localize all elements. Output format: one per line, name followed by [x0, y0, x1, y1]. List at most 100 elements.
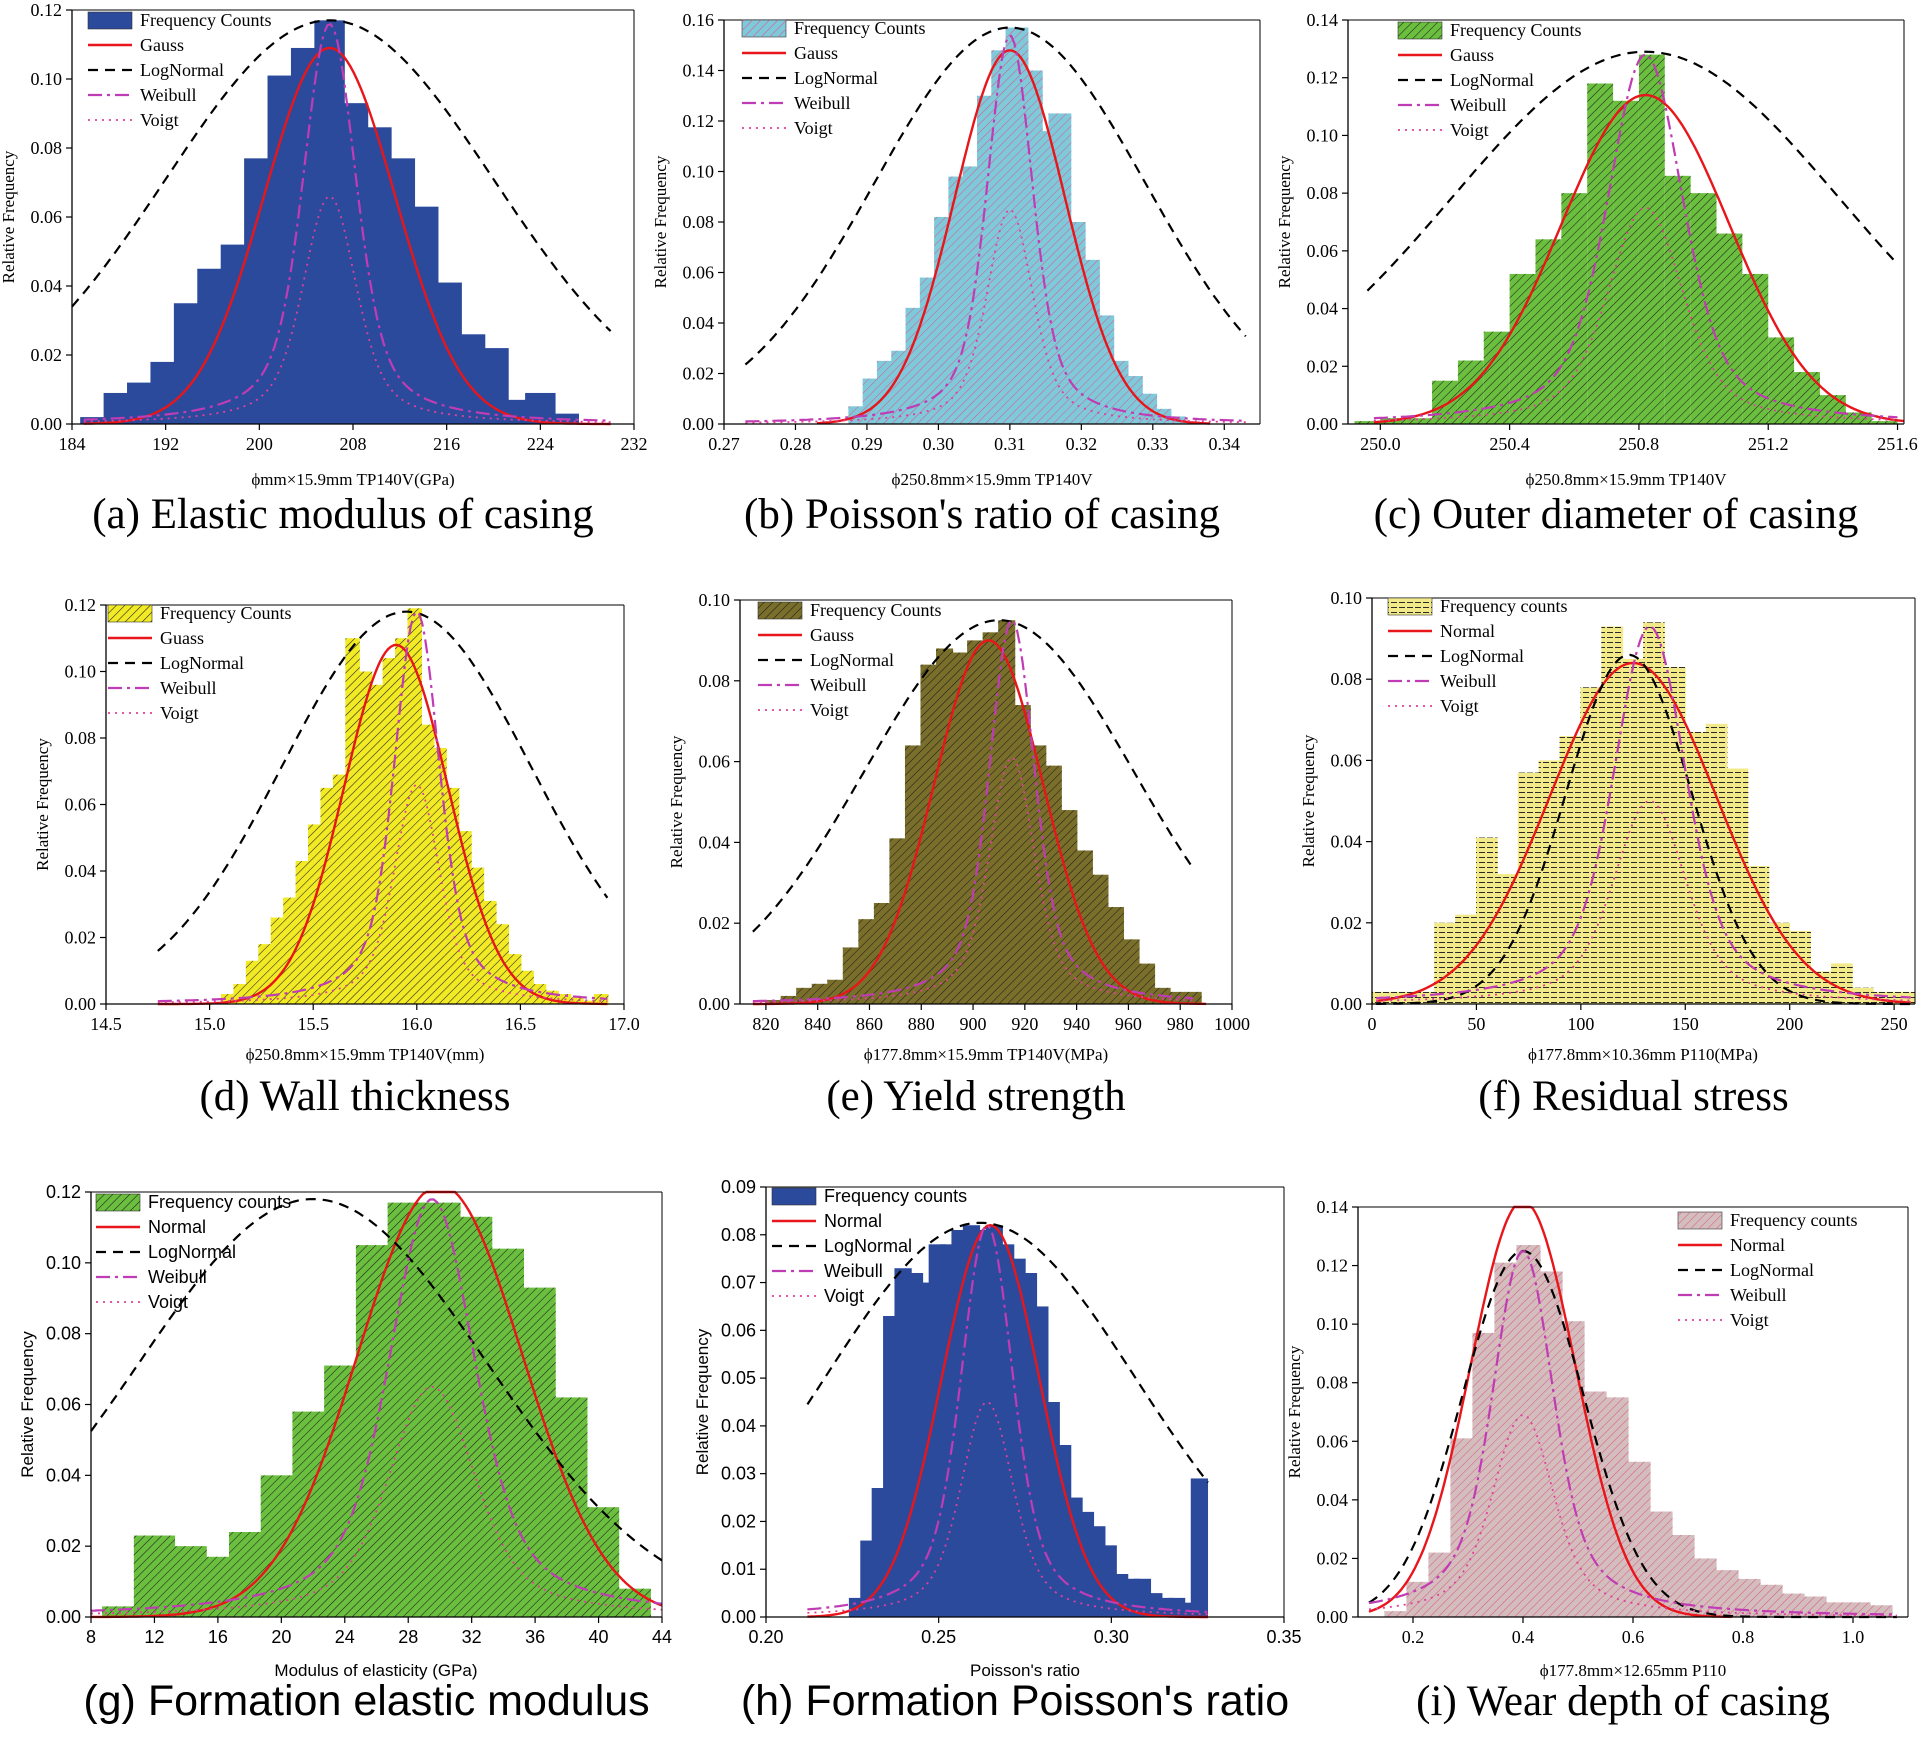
- histogram-bar-hatch: [1613, 100, 1639, 425]
- y-tick-label: 0.10: [1331, 588, 1363, 608]
- x-tick-label: 251.6: [1877, 434, 1918, 454]
- fit-curve-lognormal: [1366, 50, 1899, 292]
- y-tick-label: 0.04: [1331, 832, 1363, 852]
- x-tick-label: 15.0: [194, 1014, 226, 1034]
- y-tick-label: 0.06: [699, 752, 731, 772]
- x-tick-label: 820: [752, 1014, 779, 1034]
- chart-panel-b: 0.27 0.28 0.29 0.30 0.31 0.32 0.33 0.34 0.00 0.02…: [651, 10, 1261, 538]
- x-tick-label: 0.27: [708, 434, 740, 454]
- legend-label: Gauss: [794, 43, 838, 63]
- legend-swatch-hatch: [96, 1194, 140, 1211]
- panel-caption: (h) Formation Poisson's ratio: [741, 1677, 1289, 1725]
- y-tick-label: 0.05: [721, 1368, 756, 1388]
- y-tick-label: 0.07: [721, 1273, 756, 1293]
- x-tick-label: 250: [1881, 1014, 1908, 1034]
- legend-label: Voigt: [1440, 696, 1479, 716]
- x-tick-label: 1000: [1214, 1014, 1250, 1034]
- y-tick-label: 0.08: [1331, 669, 1363, 689]
- legend-swatch-bars: [87, 11, 133, 30]
- x-axis-label: ϕ250.8mm×15.9mm TP140V: [892, 470, 1094, 489]
- x-tick-label: 0.33: [1137, 434, 1169, 454]
- fit-curve-lognormal: [806, 1221, 1209, 1484]
- histogram-bar-hatch: [1622, 658, 1644, 1004]
- y-tick-label: 0.10: [46, 1253, 81, 1273]
- legend-label: LogNormal: [1450, 70, 1534, 90]
- histogram-bar-hatch: [936, 648, 954, 1004]
- histogram-bar-hatch: [1450, 1438, 1475, 1617]
- chart-panel-a: 184 192 200 208 216 224 232 0.00 0.02 0.04 0.06 0.0…: [0, 0, 648, 538]
- x-axis-label: ϕ177.8mm×10.36mm P110(MPa): [1528, 1045, 1758, 1064]
- legend-label: Weibull: [824, 1261, 883, 1281]
- y-axis-label: Relative Frequency: [1275, 155, 1294, 288]
- histogram-bar-hatch: [873, 903, 891, 1004]
- histogram-bar-hatch: [1726, 768, 1749, 1004]
- panel-caption: (d) Wall thickness: [199, 1073, 510, 1120]
- histogram-bar-hatch: [531, 984, 547, 1004]
- y-tick-label: 0.04: [699, 832, 731, 852]
- x-axis-label: Modulus of elasticity (GPa): [274, 1661, 477, 1680]
- fit-curve-weibull: [83, 22, 611, 422]
- legend-label: Voigt: [160, 703, 199, 723]
- y-tick-label: 0.14: [1317, 1197, 1349, 1217]
- y-axis-label: Relative Frequency: [693, 1328, 712, 1475]
- legend-label: Frequency Counts: [1450, 20, 1581, 40]
- y-axis-label: Relative Frequency: [18, 1331, 37, 1478]
- legend-swatch-hatch: [1388, 598, 1432, 615]
- histogram-bar-hatch: [1406, 1581, 1431, 1617]
- histogram-bar-hatch: [858, 919, 876, 1004]
- histogram-bar-hatch: [982, 632, 1000, 1004]
- histogram-bar-hatch: [1868, 1605, 1893, 1617]
- histogram-bar-hatch: [1846, 1602, 1871, 1617]
- histogram-bar-hatch: [1428, 1552, 1453, 1617]
- histogram-bar-hatch: [1819, 395, 1846, 424]
- y-tick-label: 0.14: [683, 61, 715, 81]
- histogram-bar-hatch: [1561, 193, 1588, 424]
- histogram-bar-hatch: [1831, 963, 1853, 1004]
- y-tick-label: 0.02: [721, 1511, 756, 1531]
- chart-panel-c: 250.0 250.4 250.8 251.2 251.6 0.00 0.02 0.04 0.0…: [1275, 10, 1918, 538]
- y-tick-label: 0.16: [683, 10, 715, 30]
- x-tick-label: 0.29: [851, 434, 883, 454]
- histogram-bar-hatch: [1122, 939, 1140, 1004]
- x-tick-label: 28: [398, 1627, 418, 1647]
- y-axis-label: Relative Frequency: [33, 738, 52, 871]
- y-tick-label: 0.02: [699, 913, 731, 933]
- y-tick-label: 0.14: [1307, 10, 1339, 30]
- histogram-bar-hatch: [569, 997, 584, 1004]
- histogram-bar-hatch: [320, 787, 335, 1004]
- histogram-bar-hatch: [1559, 736, 1582, 1004]
- y-tick-label: 0.10: [699, 590, 731, 610]
- legend-label: LogNormal: [160, 653, 244, 673]
- x-tick-label: 0.31: [994, 434, 1026, 454]
- legend-label: Frequency counts: [148, 1192, 291, 1212]
- y-tick-label: 0.10: [683, 162, 715, 182]
- x-tick-label: 940: [1063, 1014, 1090, 1034]
- legend-swatch-hatch: [758, 602, 802, 619]
- y-tick-label: 0.04: [721, 1416, 756, 1436]
- y-tick-label: 0.00: [683, 414, 715, 434]
- x-tick-label: 880: [908, 1014, 935, 1034]
- y-tick-label: 0.04: [1317, 1490, 1349, 1510]
- y-tick-label: 0.10: [31, 69, 63, 89]
- histogram-bar-hatch: [1494, 1262, 1519, 1617]
- y-tick-label: 0.00: [721, 1607, 756, 1627]
- x-tick-label: 980: [1167, 1014, 1194, 1034]
- legend-label: Normal: [148, 1217, 206, 1237]
- histogram-bar-hatch: [1587, 83, 1614, 424]
- y-tick-label: 0.12: [65, 595, 97, 615]
- histogram-bar: [1190, 1478, 1209, 1617]
- histogram-bar-hatch: [1106, 907, 1125, 1004]
- fit-curve-lognormal: [90, 1197, 663, 1562]
- y-tick-label: 0.08: [683, 212, 715, 232]
- y-tick-label: 0.04: [1307, 299, 1339, 319]
- x-tick-label: 960: [1115, 1014, 1142, 1034]
- histogram-bar-hatch: [904, 745, 923, 1004]
- histogram-bar-hatch: [1716, 233, 1743, 424]
- legend-label: Frequency Counts: [810, 600, 941, 620]
- fit-curve-voigt: [91, 1386, 663, 1615]
- histogram-bar-hatch: [998, 620, 1016, 1004]
- legend-label: LogNormal: [1440, 646, 1524, 666]
- y-tick-label: 0.08: [31, 138, 63, 158]
- y-tick-label: 0.04: [683, 313, 715, 333]
- fit-curve-lognormal: [752, 619, 1195, 933]
